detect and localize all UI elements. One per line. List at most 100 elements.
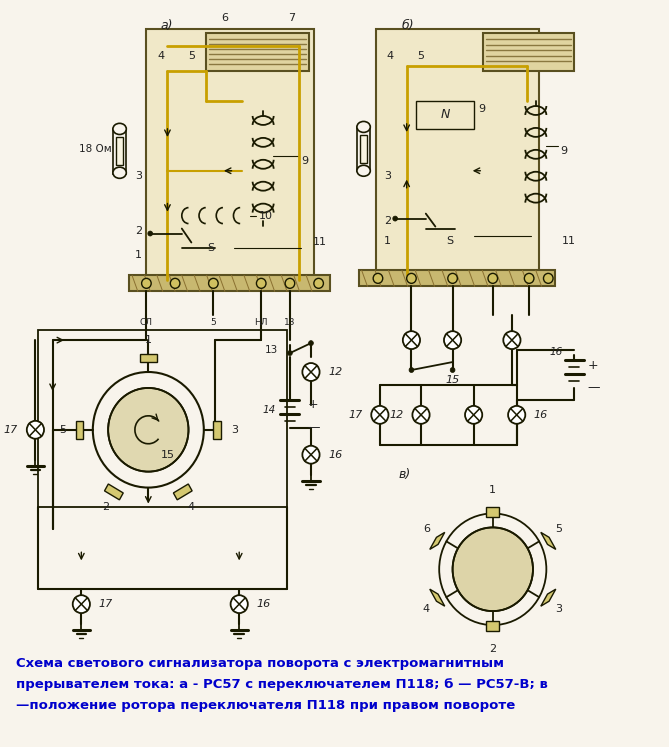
Text: 3: 3 [231,425,238,435]
Text: в): в) [399,468,411,480]
Bar [147,29,314,283]
Circle shape [371,406,389,424]
Bar [116,137,124,165]
Polygon shape [541,589,556,607]
Circle shape [450,368,455,373]
Circle shape [403,331,420,349]
Text: +: + [587,359,598,371]
Circle shape [465,406,482,424]
Text: 6: 6 [423,524,430,534]
Bar [206,34,309,71]
Text: 9: 9 [560,146,567,156]
Text: 18 Ом: 18 Ом [80,144,112,154]
Text: +: + [307,398,318,412]
Text: 15: 15 [161,450,175,459]
Polygon shape [213,421,221,438]
Polygon shape [76,421,83,438]
Polygon shape [541,533,556,549]
Circle shape [231,595,248,613]
Text: 16: 16 [549,347,563,357]
Bar [359,270,555,286]
Text: СЛ: СЛ [140,318,153,327]
Circle shape [209,279,218,288]
Text: 5: 5 [188,52,195,61]
Text: 3: 3 [384,171,391,181]
Text: 16: 16 [256,599,271,609]
Text: 5: 5 [211,318,216,327]
Circle shape [524,273,534,283]
Circle shape [412,406,429,424]
Bar [360,135,367,163]
Text: 4: 4 [157,52,165,61]
Text: 14: 14 [262,405,276,415]
Text: 6: 6 [221,13,228,23]
Text: 4: 4 [188,503,195,512]
Polygon shape [429,589,445,607]
Circle shape [108,388,189,471]
Text: 10: 10 [258,211,272,220]
Text: 5: 5 [555,524,563,534]
Polygon shape [104,484,123,500]
Circle shape [373,273,383,283]
Ellipse shape [113,123,126,134]
Text: 1: 1 [145,335,152,345]
Polygon shape [486,621,500,631]
Text: 9: 9 [302,156,308,166]
Text: а): а) [161,19,173,32]
Circle shape [302,363,320,381]
Text: 7: 7 [288,13,296,23]
Text: б): б) [402,19,415,32]
Text: 5: 5 [59,425,66,435]
Text: 4: 4 [423,604,430,614]
Bar [416,101,474,129]
Circle shape [73,595,90,613]
Polygon shape [140,354,157,362]
Circle shape [302,446,320,464]
Text: 17: 17 [98,599,113,609]
Text: 15: 15 [446,375,460,385]
Circle shape [142,279,151,288]
Circle shape [27,421,44,438]
Circle shape [508,406,525,424]
Circle shape [448,273,458,283]
Text: 5: 5 [417,52,425,61]
Bar [38,330,287,507]
Text: НЛ: НЛ [254,318,268,327]
Ellipse shape [357,122,371,132]
Circle shape [393,216,397,221]
Text: 1: 1 [135,250,142,261]
Text: 2: 2 [384,216,391,226]
Bar [376,29,539,273]
Text: 1: 1 [489,485,496,495]
Circle shape [256,279,266,288]
Circle shape [407,273,416,283]
Text: S: S [446,235,454,246]
Circle shape [148,231,153,236]
Text: 12: 12 [389,410,404,420]
Circle shape [409,368,414,373]
Bar [357,127,371,171]
Text: S: S [207,244,214,253]
Text: 2: 2 [489,644,496,654]
Text: 12: 12 [328,367,343,377]
Text: N: N [440,108,450,122]
Text: 2: 2 [135,226,142,235]
Text: 4: 4 [387,52,394,61]
Circle shape [503,331,520,349]
Text: 1: 1 [384,235,391,246]
Text: 9: 9 [478,104,486,114]
Circle shape [288,350,292,356]
Circle shape [171,279,180,288]
Text: 13: 13 [265,345,278,355]
Circle shape [543,273,553,283]
Circle shape [314,279,323,288]
Ellipse shape [357,165,371,176]
Text: 17: 17 [4,425,18,435]
Text: Схема светового сигнализатора поворота с электромагнитным: Схема светового сигнализатора поворота с… [16,657,504,670]
Text: —: — [587,382,600,394]
Polygon shape [429,533,445,549]
Polygon shape [486,507,500,518]
Circle shape [488,273,498,283]
Ellipse shape [113,167,126,179]
Circle shape [444,331,461,349]
